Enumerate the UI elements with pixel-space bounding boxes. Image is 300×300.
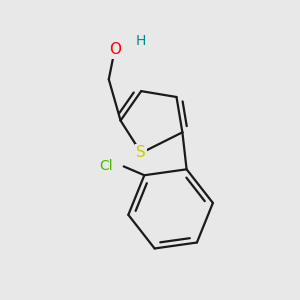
Text: O: O	[109, 42, 121, 57]
Text: H: H	[136, 34, 146, 48]
Text: S: S	[136, 146, 146, 160]
Text: Cl: Cl	[99, 159, 113, 173]
